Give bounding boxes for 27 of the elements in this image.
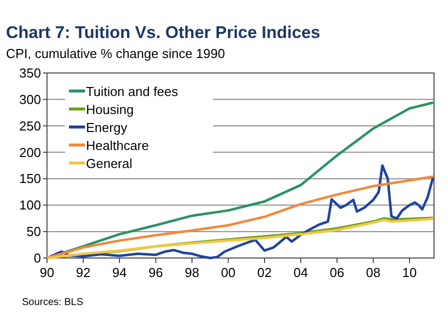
y-tick-label: 150 [19, 171, 41, 186]
y-tick-label: 200 [19, 144, 41, 160]
legend-label: Tuition and fees [86, 84, 179, 99]
y-tick-label: 0 [34, 250, 41, 266]
x-tick-label: 00 [221, 265, 236, 280]
x-tick-label: 90 [40, 265, 54, 280]
x-tick-label: 98 [184, 265, 200, 280]
chart-title: Chart 7: Tuition Vs. Other Price Indices [6, 23, 320, 42]
y-tick-label: 300 [19, 92, 41, 107]
y-tick-label: 100 [19, 198, 41, 213]
legend-label: General [86, 156, 132, 171]
x-tick-label: 08 [366, 265, 381, 280]
x-tick-label: 02 [257, 265, 272, 280]
y-tick-label: 350 [19, 66, 41, 80]
y-tick-label: 250 [19, 118, 41, 134]
legend-label: Healthcare [86, 138, 149, 153]
x-tick-label: 10 [402, 265, 417, 280]
legend-label: Energy [86, 120, 128, 135]
chart-subtitle: CPI, cumulative % change since 1990 [6, 46, 225, 61]
x-tick-label: 96 [148, 265, 163, 280]
source-note: Sources: BLS [22, 297, 84, 308]
x-tick-label: 04 [294, 265, 308, 280]
y-tick-label: 50 [26, 224, 41, 240]
x-tick-label: 92 [76, 265, 90, 280]
x-tick-label: 06 [330, 265, 344, 280]
legend-label: Housing [86, 102, 134, 117]
x-tick-label: 94 [112, 265, 127, 280]
